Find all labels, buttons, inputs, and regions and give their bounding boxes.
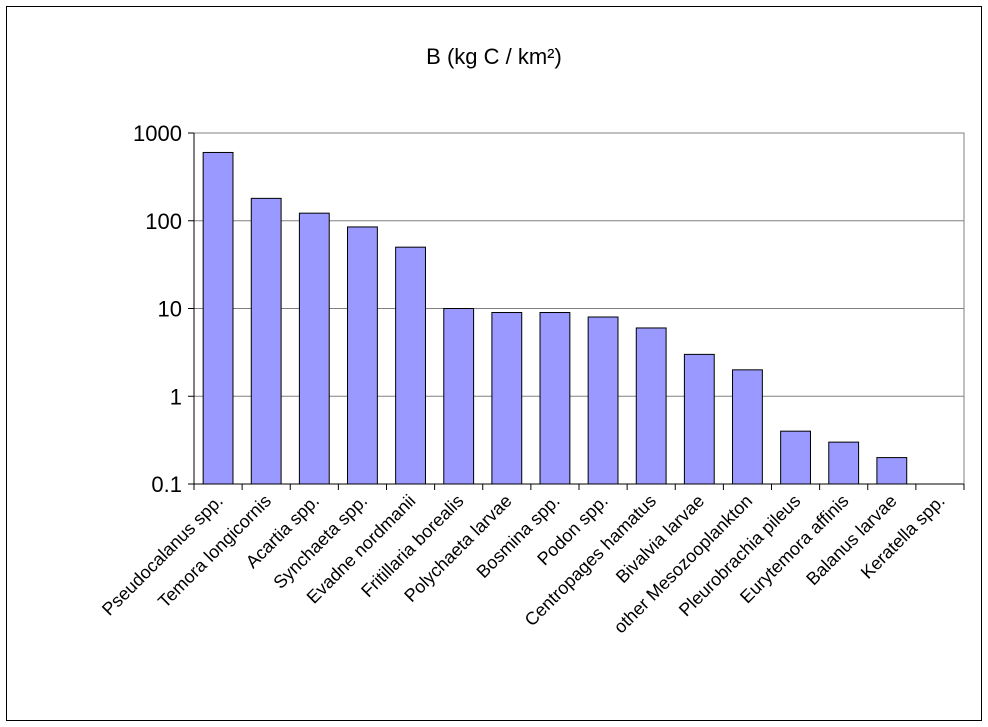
bar xyxy=(587,316,619,485)
y-tick-label: 0.1 xyxy=(151,472,182,497)
y-tick-label: 100 xyxy=(145,209,182,234)
y-tick-label: 1000 xyxy=(133,121,182,146)
bar xyxy=(347,226,378,485)
axes xyxy=(188,132,965,490)
bar xyxy=(491,312,523,485)
bar xyxy=(250,197,282,485)
bars xyxy=(202,151,908,485)
bar xyxy=(635,327,667,485)
bar xyxy=(828,441,860,485)
bar xyxy=(683,353,715,485)
y-tick-label: 1 xyxy=(170,384,182,409)
bar xyxy=(780,430,811,485)
bar xyxy=(876,457,908,485)
y-tick-label: 10 xyxy=(158,297,182,322)
bar xyxy=(298,212,330,485)
bar xyxy=(539,312,571,485)
bar xyxy=(202,151,234,485)
bar xyxy=(732,369,763,485)
chart-title: B (kg C / km²) xyxy=(426,44,562,69)
bar xyxy=(395,246,426,485)
y-tick-labels: 0.1 1 10 100 1000 xyxy=(133,121,182,497)
bar xyxy=(443,308,475,485)
